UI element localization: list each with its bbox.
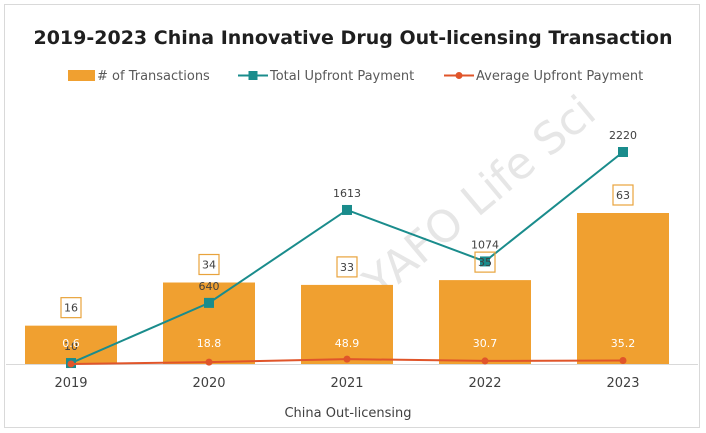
- point-total-upfront-2020: [204, 297, 214, 308]
- bar-label-2023: 63: [616, 189, 630, 202]
- x-axis-label: China Out-licensing: [284, 406, 411, 421]
- bar-label-box-2019: [60, 297, 82, 319]
- bars-layer: [25, 213, 669, 364]
- chart-title: 2019-2023 China Innovative Drug Out-lice…: [33, 27, 672, 49]
- legend-marker-total-upfront: [248, 71, 258, 80]
- bar-2019: [25, 325, 117, 364]
- point-total-upfront-2021: [342, 204, 352, 215]
- legend-marker-average-upfront: [455, 72, 463, 79]
- total-upfront-label-2020: 640: [199, 280, 220, 293]
- x-tick-2022: 2022: [468, 376, 501, 391]
- labels-layer: 16 34 33 35 63 10 640 1613 1074 2220 0.6 18.8 48.9 30…: [60, 129, 637, 353]
- point-average-upfront-2021: [343, 355, 351, 363]
- legend-label-transactions: # of Transactions: [97, 69, 210, 84]
- average-upfront-label-2019: 0.6: [62, 337, 80, 350]
- point-total-upfront-2023: [618, 147, 628, 157]
- average-upfront-label-2021: 48.9: [335, 337, 360, 350]
- average-upfront-label-2020: 18.8: [197, 337, 222, 350]
- x-ticks: 2019 2020 2021 2022 2023: [54, 376, 639, 391]
- bar-2021: [301, 284, 393, 364]
- x-tick-2019: 2019: [54, 376, 87, 391]
- bar-label-box-2022: [474, 251, 496, 273]
- x-tick-2020: 2020: [192, 376, 225, 391]
- total-upfront-label-2019: 10: [64, 340, 78, 353]
- total-upfront-label-2022: 1074: [471, 238, 499, 251]
- average-upfront-label-2023: 35.2: [611, 337, 636, 350]
- legend: # of Transactions Total Upfront Payment …: [68, 69, 643, 84]
- point-total-upfront-2022: [480, 256, 490, 267]
- bar-label-box-2023: [612, 184, 634, 206]
- legend-swatch-transactions: [68, 70, 95, 81]
- bar-label-2020: 34: [202, 259, 216, 272]
- watermark: YAFO Life Sci: [354, 86, 606, 309]
- legend-item-total-upfront: Total Upfront Payment: [238, 69, 414, 84]
- bar-label-box-2020: [198, 253, 220, 276]
- bar-label-2022: 35: [478, 256, 492, 269]
- average-upfront-label-2022: 30.7: [473, 337, 498, 350]
- bar-label-box-2021: [336, 256, 358, 278]
- point-average-upfront-2022: [481, 357, 489, 365]
- lines-layer: [66, 147, 628, 369]
- point-average-upfront-2023: [619, 356, 627, 364]
- bar-label-2021: 33: [340, 261, 354, 274]
- x-tick-2021: 2021: [330, 376, 363, 391]
- legend-label-average-upfront: Average Upfront Payment: [476, 69, 643, 84]
- total-upfront-label-2021: 1613: [333, 187, 361, 200]
- legend-item-average-upfront: Average Upfront Payment: [444, 69, 643, 84]
- total-upfront-label-2023: 2220: [609, 129, 637, 142]
- legend-item-transactions: # of Transactions: [68, 69, 210, 84]
- point-average-upfront-2020: [205, 358, 213, 366]
- point-average-upfront-2019: [67, 360, 75, 368]
- bar-2020: [163, 282, 255, 364]
- bar-label-2019: 16: [64, 302, 78, 315]
- bar-2022: [439, 280, 531, 364]
- x-tick-2023: 2023: [606, 376, 639, 391]
- bar-2023: [577, 213, 669, 364]
- legend-label-total-upfront: Total Upfront Payment: [269, 69, 414, 84]
